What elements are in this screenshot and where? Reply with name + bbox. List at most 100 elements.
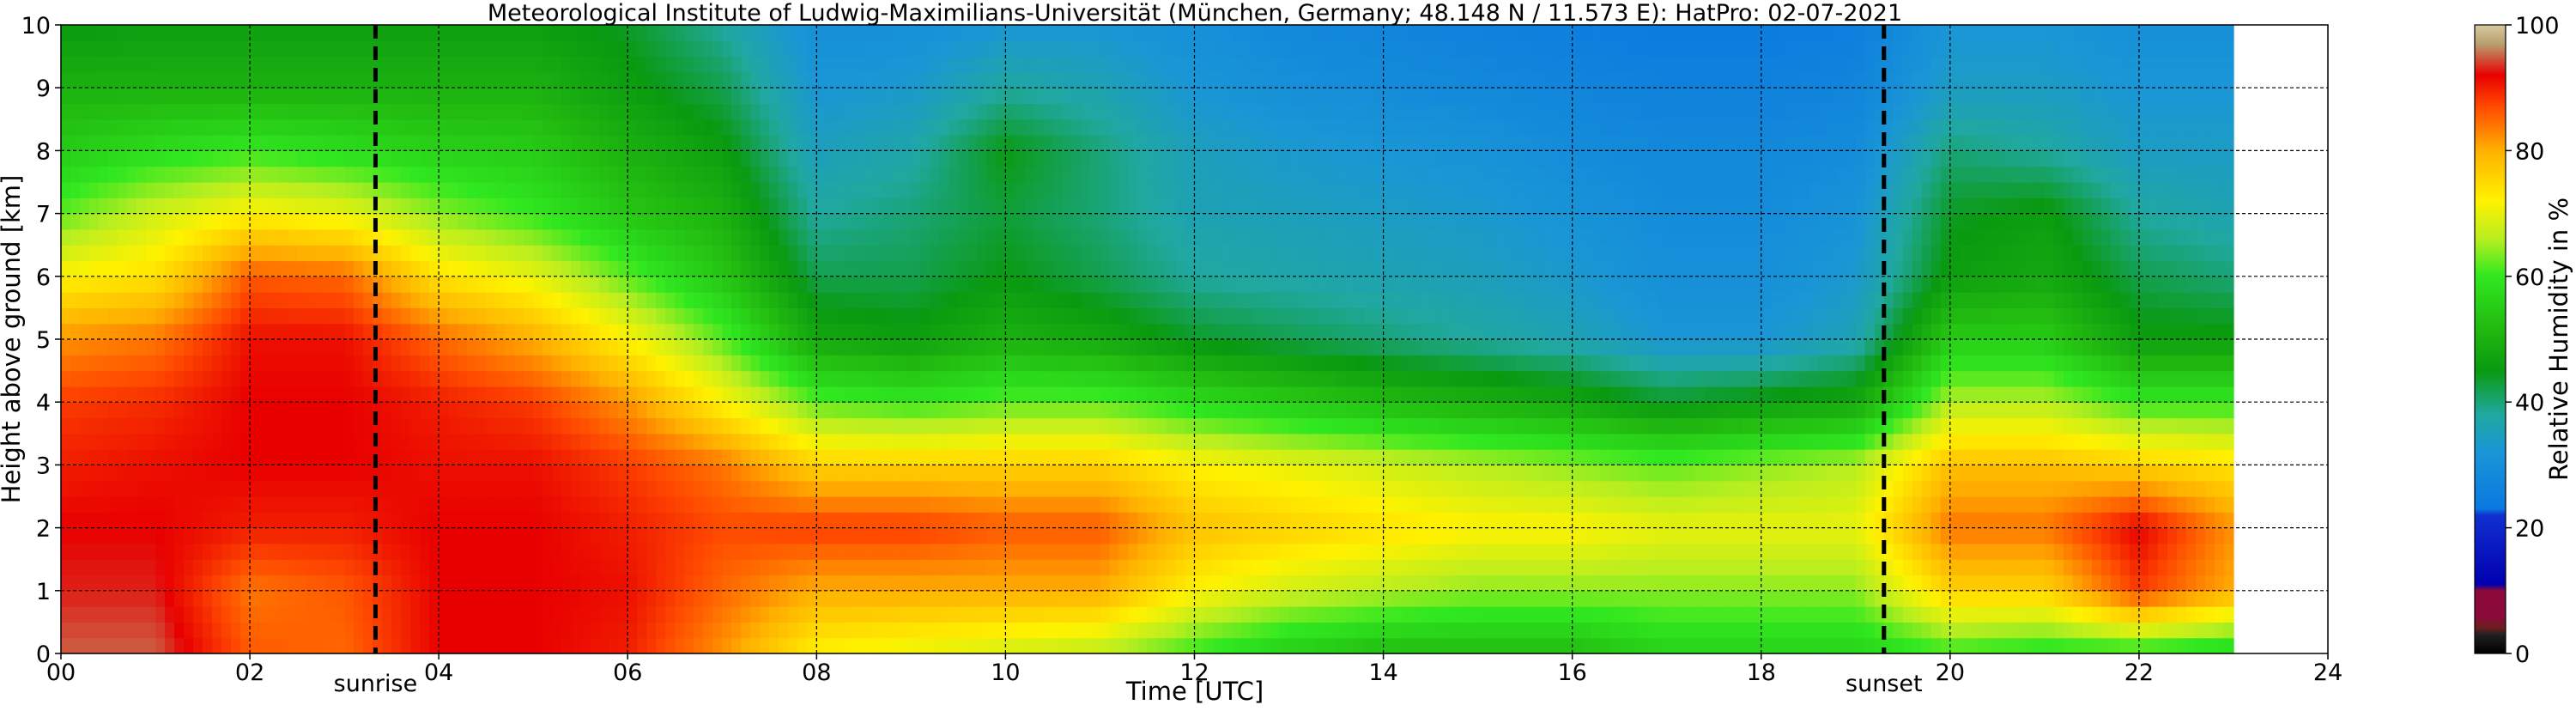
heatmap-cell xyxy=(684,622,694,639)
heatmap-cell xyxy=(1081,245,1091,262)
heatmap-cell xyxy=(1194,25,1205,41)
heatmap-cell xyxy=(1222,574,1233,592)
heatmap-cell xyxy=(1024,150,1034,167)
heatmap-cell xyxy=(240,402,251,419)
heatmap-cell xyxy=(571,370,581,387)
heatmap-cell xyxy=(108,182,118,198)
heatmap-cell xyxy=(1015,88,1025,105)
heatmap-cell xyxy=(108,198,118,215)
heatmap-cell xyxy=(505,245,515,262)
heatmap-cell xyxy=(901,56,912,73)
heatmap-cell xyxy=(656,307,666,325)
heatmap-cell xyxy=(712,590,723,607)
heatmap-cell xyxy=(1128,88,1139,105)
heatmap-cell xyxy=(627,606,638,623)
heatmap-cell xyxy=(807,637,817,654)
heatmap-cell xyxy=(722,276,732,293)
heatmap-cell xyxy=(174,307,185,325)
heatmap-cell xyxy=(231,512,241,529)
heatmap-cell xyxy=(703,323,713,340)
heatmap-cell xyxy=(939,465,949,482)
heatmap-cell xyxy=(873,182,883,198)
heatmap-cell xyxy=(958,260,968,277)
heatmap-cell xyxy=(599,622,609,639)
heatmap-cell xyxy=(278,276,288,293)
heatmap-cell xyxy=(410,71,421,88)
heatmap-cell xyxy=(1109,56,1120,73)
heatmap-cell xyxy=(618,118,628,136)
heatmap-cell xyxy=(722,118,732,136)
heatmap-cell xyxy=(967,103,978,120)
heatmap-cell xyxy=(873,245,883,262)
heatmap-cell xyxy=(391,182,402,198)
heatmap-cell xyxy=(712,386,723,403)
heatmap-cell xyxy=(297,307,307,325)
heatmap-cell xyxy=(609,198,619,215)
heatmap-cell xyxy=(108,559,118,576)
heatmap-cell xyxy=(165,213,175,230)
heatmap-cell xyxy=(80,260,90,277)
heatmap-cell xyxy=(571,622,581,639)
heatmap-cell xyxy=(429,103,439,120)
heatmap-cell xyxy=(165,166,175,183)
heatmap-cell xyxy=(542,307,553,325)
heatmap-cell xyxy=(637,198,647,215)
heatmap-cell xyxy=(495,292,506,308)
heatmap-cell xyxy=(646,118,657,136)
heatmap-cell xyxy=(930,71,940,88)
heatmap-cell xyxy=(1128,40,1139,58)
heatmap-cell xyxy=(1213,574,1224,592)
heatmap-cell xyxy=(542,543,553,560)
heatmap-cell xyxy=(505,71,515,88)
heatmap-cell xyxy=(1100,213,1111,230)
heatmap-cell xyxy=(1109,292,1120,308)
heatmap-cell xyxy=(1147,198,1158,215)
heatmap-cell xyxy=(712,559,723,576)
heatmap-cell xyxy=(1175,245,1186,262)
heatmap-cell xyxy=(467,292,477,308)
heatmap-cell xyxy=(1137,543,1149,560)
heatmap-cell xyxy=(977,480,987,497)
heatmap-cell xyxy=(486,449,496,465)
heatmap-cell xyxy=(259,118,270,136)
heatmap-cell xyxy=(1185,198,1196,215)
heatmap-cell xyxy=(193,245,203,262)
heatmap-cell xyxy=(439,402,449,419)
heatmap-cell xyxy=(127,276,137,293)
heatmap-cell xyxy=(1222,480,1233,497)
heatmap-cell xyxy=(1015,480,1025,497)
heatmap-cell xyxy=(571,228,581,246)
heatmap-cell xyxy=(542,292,553,308)
heatmap-cell xyxy=(590,56,600,73)
heatmap-cell xyxy=(599,637,609,654)
heatmap-cell xyxy=(221,166,232,183)
heatmap-cell xyxy=(1213,370,1224,387)
heatmap-cell xyxy=(495,150,506,167)
heatmap-cell xyxy=(1043,182,1053,198)
heatmap-cell xyxy=(845,323,855,340)
heatmap-cell xyxy=(571,574,581,592)
heatmap-cell xyxy=(797,480,808,497)
heatmap-cell xyxy=(590,292,600,308)
heatmap-cell xyxy=(70,307,81,325)
heatmap-cell xyxy=(373,402,383,419)
heatmap-cell xyxy=(269,307,279,325)
heatmap-cell xyxy=(250,228,260,246)
heatmap-cell xyxy=(845,150,855,167)
heatmap-cell xyxy=(646,590,657,607)
heatmap-cell xyxy=(429,88,439,105)
heatmap-cell xyxy=(231,355,241,372)
heatmap-cell xyxy=(1222,512,1233,529)
heatmap-cell xyxy=(1156,449,1167,465)
heatmap-cell xyxy=(1185,370,1196,387)
heatmap-cell xyxy=(675,103,685,120)
heatmap-cell xyxy=(722,25,732,41)
heatmap-cell xyxy=(1052,118,1063,136)
heatmap-cell xyxy=(930,88,940,105)
heatmap-cell xyxy=(382,622,392,639)
heatmap-cell xyxy=(127,40,137,58)
heatmap-cell xyxy=(750,402,761,419)
heatmap-cell xyxy=(1118,25,1130,41)
heatmap-cell xyxy=(514,590,524,607)
heatmap-cell xyxy=(495,559,506,576)
